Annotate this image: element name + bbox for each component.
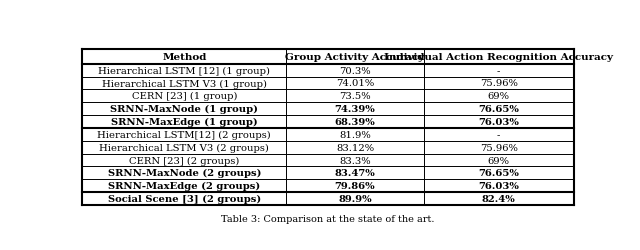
Text: Hierarchical LSTM[12] (2 groups): Hierarchical LSTM[12] (2 groups): [97, 130, 271, 139]
Text: 75.96%: 75.96%: [480, 79, 518, 88]
Text: 74.01%: 74.01%: [336, 79, 374, 88]
Text: CERN [23] (1 group): CERN [23] (1 group): [132, 92, 237, 101]
Text: Method: Method: [162, 53, 207, 62]
Text: Table 3: Comparison at the state of the art.: Table 3: Comparison at the state of the …: [221, 214, 435, 223]
Text: 89.9%: 89.9%: [338, 194, 372, 203]
Text: 70.3%: 70.3%: [339, 66, 371, 75]
Text: 74.39%: 74.39%: [335, 105, 376, 114]
Text: 83.12%: 83.12%: [336, 143, 374, 152]
Text: -: -: [497, 66, 500, 75]
Text: 75.96%: 75.96%: [480, 143, 518, 152]
Text: 76.65%: 76.65%: [478, 105, 519, 114]
Text: SRNN-MaxEdge (1 group): SRNN-MaxEdge (1 group): [111, 118, 258, 126]
Text: Group Activity Accuracy: Group Activity Accuracy: [285, 53, 424, 62]
Text: 69%: 69%: [488, 156, 509, 165]
Text: 81.9%: 81.9%: [339, 130, 371, 139]
Text: 76.65%: 76.65%: [478, 169, 519, 178]
Text: 76.03%: 76.03%: [478, 182, 519, 190]
Text: 83.3%: 83.3%: [339, 156, 371, 165]
Text: Hierarchical LSTM [12] (1 group): Hierarchical LSTM [12] (1 group): [99, 66, 270, 76]
Text: -: -: [497, 130, 500, 139]
Text: Hierarchical LSTM V3 (1 group): Hierarchical LSTM V3 (1 group): [102, 79, 267, 88]
Text: 79.86%: 79.86%: [335, 182, 375, 190]
Text: 68.39%: 68.39%: [335, 118, 376, 126]
Text: SRNN-MaxNode (1 group): SRNN-MaxNode (1 group): [110, 105, 259, 114]
Text: CERN [23] (2 groups): CERN [23] (2 groups): [129, 156, 239, 165]
Text: SRNN-MaxNode (2 groups): SRNN-MaxNode (2 groups): [108, 169, 261, 178]
Text: 73.5%: 73.5%: [339, 92, 371, 101]
Text: Hierarchical LSTM V3 (2 groups): Hierarchical LSTM V3 (2 groups): [99, 143, 269, 152]
Text: Social Scene [3] (2 groups): Social Scene [3] (2 groups): [108, 194, 261, 203]
Text: SRNN-MaxEdge (2 groups): SRNN-MaxEdge (2 groups): [108, 182, 260, 190]
Text: 83.47%: 83.47%: [335, 169, 376, 178]
Text: 82.4%: 82.4%: [482, 194, 515, 203]
Text: 69%: 69%: [488, 92, 509, 101]
Text: Individual Action Recognition Accuracy: Individual Action Recognition Accuracy: [384, 53, 613, 62]
Text: 76.03%: 76.03%: [478, 118, 519, 126]
